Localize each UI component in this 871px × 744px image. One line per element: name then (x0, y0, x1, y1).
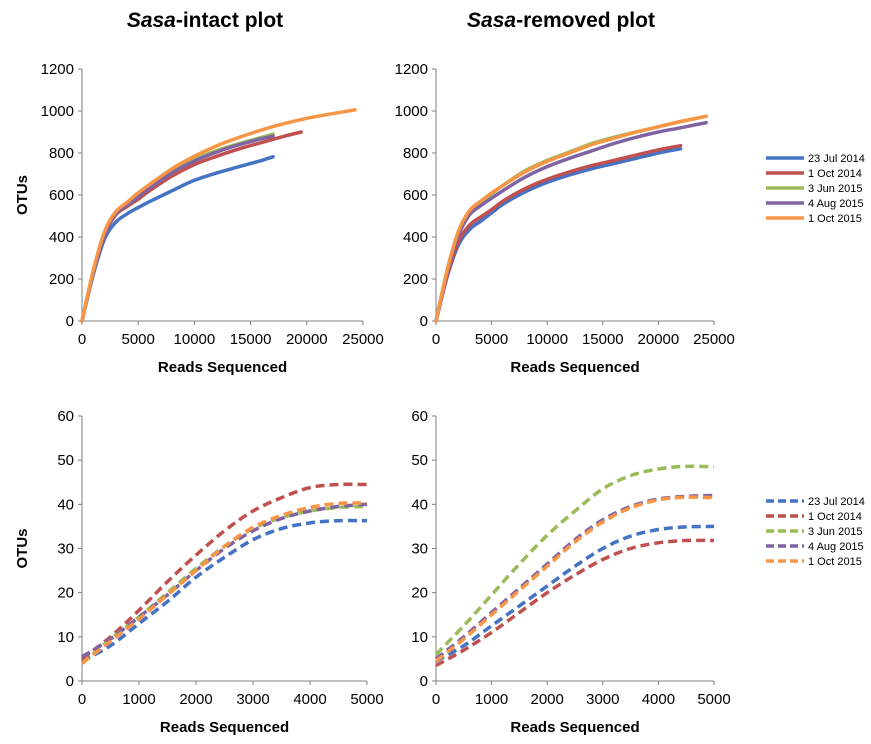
legend-label: 4 Aug 2015 (808, 541, 864, 553)
series-line-1-oct-2014 (435, 538, 715, 668)
series-line-3-jun-2015 (80, 504, 368, 665)
series-line-3-jun-2015 (434, 464, 715, 656)
x-axis-title: Reads Sequenced (510, 359, 639, 376)
x-tick-label: 20000 (286, 331, 328, 348)
legend-label: 1 Oct 2015 (808, 556, 862, 568)
series-line-23-jul-2014 (435, 524, 715, 663)
y-tick-label: 20 (411, 585, 428, 602)
y-tick-label: 200 (403, 271, 428, 288)
legend-label: 23 Jul 2014 (808, 496, 865, 508)
legend-label: 4 Aug 2015 (808, 198, 864, 210)
x-tick-label: 0 (432, 331, 440, 348)
y-tick-label: 1000 (395, 103, 428, 120)
y-tick-label: 0 (66, 673, 74, 690)
series-line-1-oct-2015 (434, 495, 715, 663)
bottom-right-chart: 0 10 20 30 40 50 60 0 1000 2000 3000 4000 5000 Reads … (411, 408, 730, 736)
y-tick-label: 400 (403, 229, 428, 246)
series-line-23-jul-2014 (81, 518, 368, 663)
x-tick-label: 5000 (475, 331, 508, 348)
legend-dashed: 23 Jul 2014 1 Oct 2014 3 Jun 2015 4 Aug 201… (766, 496, 865, 568)
series-line-1-oct-2015 (80, 108, 357, 323)
right-column-title: Sasa-removed plot (467, 9, 655, 32)
y-tick-label: 600 (49, 187, 74, 204)
left-column-title: Sasa-intact plot (127, 9, 283, 32)
y-tick-label: 60 (411, 408, 428, 425)
x-tick-label: 20000 (638, 331, 680, 348)
x-tick-label: 0 (78, 331, 86, 348)
series-line-1-oct-2014 (434, 143, 683, 323)
series-line-23-jul-2014 (80, 155, 275, 323)
x-tick-label: 3000 (236, 691, 269, 708)
series-line-4-aug-2015 (434, 120, 708, 323)
series-line-1-oct-2015 (80, 501, 368, 665)
legend-label: 23 Jul 2014 (808, 153, 865, 165)
y-tick-label: 30 (57, 541, 74, 558)
top-left-chart: 0 200 400 600 800 1000 1200 0 5000 10000 15000 2000… (14, 61, 384, 376)
series-line-1-oct-2014 (80, 482, 368, 661)
x-tick-label: 15000 (230, 331, 272, 348)
y-tick-label: 10 (411, 629, 428, 646)
x-axis-title: Reads Sequenced (158, 359, 287, 376)
x-tick-label: 2000 (531, 691, 564, 708)
legends-layer: 23 Jul 2014 1 Oct 2014 3 Jun 2015 4 Aug 201… (766, 153, 865, 568)
y-tick-label: 1200 (41, 61, 74, 78)
x-tick-label: 4000 (293, 691, 326, 708)
y-axis-title: OTUs (14, 175, 31, 215)
x-tick-label: 2000 (179, 691, 212, 708)
legend-label: 1 Oct 2014 (808, 168, 862, 180)
y-tick-label: 0 (66, 313, 74, 330)
x-tick-label: 25000 (342, 331, 384, 348)
bottom-left-chart: 0 10 20 30 40 50 60 0 1000 2000 3000 4000 5000 Reads … (14, 408, 384, 736)
legend-label: 3 Jun 2015 (808, 183, 862, 195)
legend-solid: 23 Jul 2014 1 Oct 2014 3 Jun 2015 4 Aug 201… (766, 153, 865, 225)
x-tick-label: 1000 (122, 691, 155, 708)
x-tick-label: 0 (78, 691, 86, 708)
y-tick-label: 800 (49, 145, 74, 162)
y-tick-label: 60 (57, 408, 74, 425)
x-tick-label: 1000 (475, 691, 508, 708)
series-line-1-oct-2015 (434, 114, 708, 323)
y-tick-label: 800 (403, 145, 428, 162)
legend-label: 1 Oct 2014 (808, 511, 862, 523)
x-tick-label: 10000 (526, 331, 568, 348)
x-tick-label: 0 (432, 691, 440, 708)
x-tick-label: 4000 (642, 691, 675, 708)
x-axis-title: Reads Sequenced (160, 719, 289, 736)
x-tick-label: 25000 (693, 331, 735, 348)
y-tick-label: 30 (411, 541, 428, 558)
y-tick-label: 10 (57, 629, 74, 646)
y-tick-label: 600 (403, 187, 428, 204)
x-tick-label: 5000 (122, 331, 155, 348)
x-tick-label: 5000 (697, 691, 730, 708)
y-axis-title: OTUs (14, 528, 31, 568)
x-tick-label: 10000 (174, 331, 216, 348)
x-tick-label: 3000 (586, 691, 619, 708)
y-tick-label: 0 (420, 673, 428, 690)
y-tick-label: 1000 (41, 103, 74, 120)
series-line-4-aug-2015 (81, 502, 368, 659)
y-tick-label: 400 (49, 229, 74, 246)
y-tick-label: 200 (49, 271, 74, 288)
top-right-chart: 0 200 400 600 800 1000 1200 0 5000 10000 15000 2000… (395, 61, 735, 376)
y-tick-label: 50 (411, 452, 428, 469)
y-tick-label: 50 (57, 452, 74, 469)
y-tick-label: 20 (57, 585, 74, 602)
y-tick-label: 1200 (395, 61, 428, 78)
y-tick-label: 40 (57, 496, 74, 513)
y-tick-label: 40 (411, 496, 428, 513)
x-tick-label: 5000 (350, 691, 383, 708)
y-tick-label: 0 (420, 313, 428, 330)
x-tick-label: 15000 (582, 331, 624, 348)
legend-label: 1 Oct 2015 (808, 213, 862, 225)
legend-label: 3 Jun 2015 (808, 526, 862, 538)
x-axis-title: Reads Sequenced (510, 719, 639, 736)
